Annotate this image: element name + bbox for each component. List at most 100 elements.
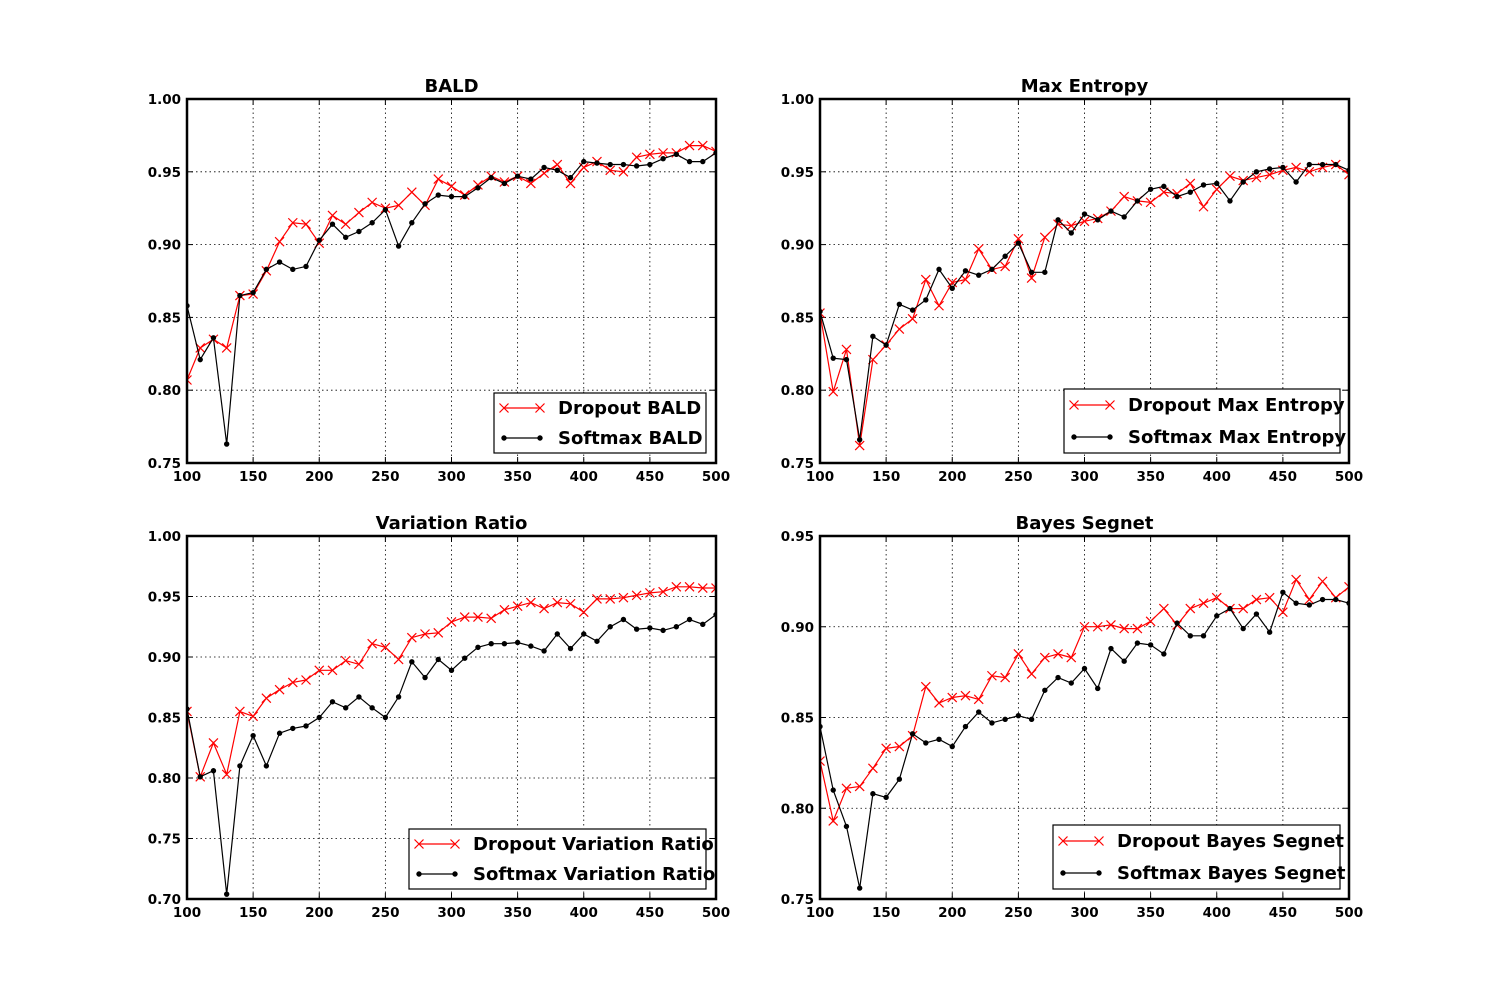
x-tick-label: 150 (872, 905, 900, 921)
data-point (525, 178, 536, 189)
legend-label: Dropout Variation Ratio (473, 834, 714, 855)
data-point (960, 690, 971, 701)
data-point (1092, 621, 1103, 632)
data-point (274, 236, 285, 247)
data-point (1293, 600, 1299, 606)
data-point (830, 355, 836, 361)
data-point (936, 736, 942, 742)
data-point (1145, 616, 1156, 627)
data-point (197, 356, 203, 363)
x-tick-label: 350 (1137, 905, 1165, 921)
data-point (250, 289, 256, 296)
data-point (501, 640, 508, 647)
data-point (820, 308, 825, 318)
data-point (828, 816, 839, 826)
axes-frame (185, 97, 718, 465)
data-point (448, 193, 455, 200)
data-point (316, 237, 322, 243)
data-point (1147, 186, 1154, 192)
data-point (475, 644, 481, 651)
legend-marker (414, 839, 424, 849)
data-point (1066, 652, 1077, 663)
data-point (512, 601, 523, 612)
data-point (1185, 603, 1196, 614)
legend-label: Softmax Max Entropy (1128, 427, 1346, 448)
data-point (854, 440, 865, 451)
x-tick-label: 450 (636, 905, 664, 921)
x-tick-label: 500 (702, 905, 730, 921)
data-point (290, 266, 296, 273)
x-tick-label: 300 (1070, 905, 1098, 921)
chart-title: Max Entropy (1021, 76, 1149, 97)
subplot-max-entropy: 100 150 200 250 300 350 400 450 500 0.75 0.80 0.85 0… (781, 76, 1363, 485)
data-point (1344, 581, 1349, 592)
data-point (448, 667, 455, 674)
data-point (1172, 188, 1182, 199)
x-tick-label: 400 (570, 469, 598, 485)
series-softmax-bald (187, 150, 716, 447)
y-tick-label: 0.75 (781, 456, 814, 472)
data-point (923, 740, 929, 746)
data-point (841, 344, 852, 355)
data-point (393, 200, 404, 211)
data-point (883, 342, 889, 348)
data-point (356, 694, 362, 700)
data-point (316, 714, 322, 721)
data-point (393, 654, 404, 665)
data-point (187, 375, 192, 385)
data-point (989, 266, 995, 273)
data-point (894, 741, 905, 752)
data-point (605, 593, 616, 604)
data-point (934, 698, 944, 708)
data-point (989, 720, 995, 726)
x-tick-label: 450 (1269, 905, 1297, 921)
data-point (435, 656, 441, 663)
data-point (894, 324, 905, 334)
data-point (208, 737, 219, 748)
x-tick-label: 150 (872, 469, 900, 485)
data-point (554, 631, 560, 637)
legend-label: Dropout Max Entropy (1128, 395, 1345, 416)
data-point (276, 730, 283, 736)
data-point (828, 386, 839, 397)
x-tick-label: 250 (1004, 469, 1032, 485)
data-point (920, 274, 931, 285)
data-point (1333, 596, 1339, 603)
data-point (1053, 219, 1063, 230)
legend-box (408, 828, 707, 890)
legend: Dropout Bayes Segnet Softmax Bayes Segnet (1052, 824, 1346, 890)
legend-marker (450, 839, 460, 849)
data-point (514, 173, 521, 179)
data-point (1200, 633, 1207, 639)
x-tick-label: 500 (1335, 469, 1363, 485)
data-point (1145, 197, 1156, 208)
y-tick-label: 0.90 (781, 238, 814, 254)
data-point (581, 631, 587, 637)
data-point (528, 643, 534, 649)
data-point (1002, 253, 1008, 259)
data-point (210, 768, 217, 774)
y-tick-label: 0.75 (781, 892, 814, 908)
x-tick-label: 100 (173, 469, 201, 485)
data-point (395, 694, 402, 700)
data-point (1333, 161, 1339, 168)
data-point (962, 723, 969, 730)
data-point (565, 598, 576, 609)
data-point (380, 642, 391, 653)
data-point (475, 185, 481, 191)
data-point (1119, 623, 1130, 634)
data-point (644, 149, 655, 160)
data-point (896, 301, 903, 307)
legend-marker (452, 871, 458, 877)
data-point (446, 616, 457, 627)
legend-marker (499, 403, 509, 413)
data-point (1174, 193, 1180, 200)
data-point (1055, 217, 1061, 223)
data-point (1266, 166, 1273, 172)
data-point (660, 627, 666, 634)
data-point (248, 711, 259, 722)
data-point (1291, 574, 1302, 585)
data-point (367, 638, 378, 649)
data-point (605, 165, 616, 176)
